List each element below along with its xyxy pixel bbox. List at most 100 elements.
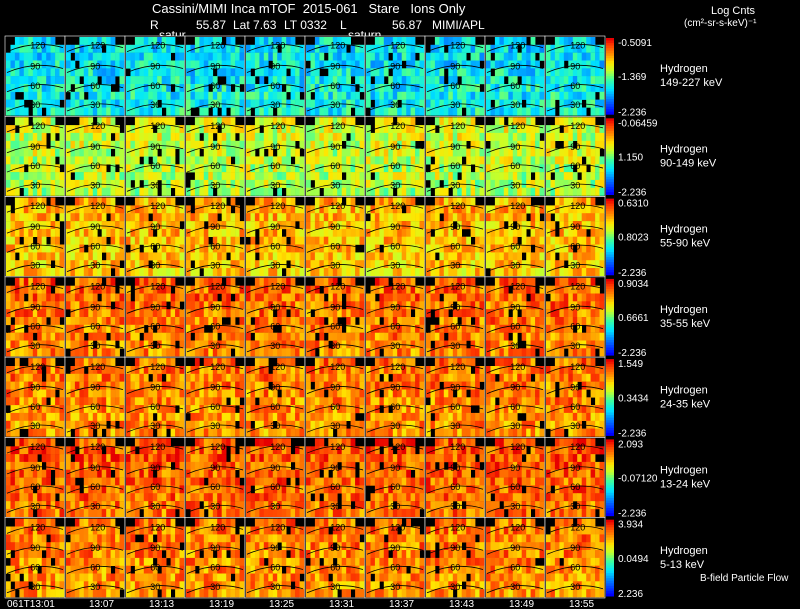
heat-cell <box>355 52 360 61</box>
heat-cell <box>448 317 454 326</box>
angle-contour <box>426 124 484 133</box>
angle-contour <box>546 244 604 253</box>
heat-cell <box>350 285 356 294</box>
heat-cell <box>535 260 540 269</box>
heat-cell <box>88 332 94 341</box>
heat-cell <box>401 132 407 141</box>
heat-cell <box>226 132 231 141</box>
heat-cell <box>590 148 596 157</box>
heat-cell <box>521 285 527 294</box>
heat-cell <box>490 340 496 349</box>
heat-cell <box>70 332 76 341</box>
heat-cell <box>268 172 274 181</box>
heat-cell <box>134 260 140 269</box>
heat-cell <box>508 317 514 326</box>
heat-cell <box>208 213 214 222</box>
heat-cell <box>299 340 305 349</box>
heat-cell <box>101 148 107 157</box>
heat-cell <box>55 268 60 277</box>
heat-cell <box>101 84 107 93</box>
heat-cell <box>397 301 402 310</box>
heat-cell <box>230 332 236 341</box>
info-l-label: L <box>340 18 347 32</box>
heat-cell <box>310 99 316 108</box>
heat-cell <box>66 236 71 245</box>
heat-cell <box>106 221 111 230</box>
heat-cell <box>286 228 291 237</box>
heat-cell <box>306 187 311 196</box>
heat-cell <box>139 293 145 302</box>
heat-cell <box>374 148 380 157</box>
heat-cell <box>186 293 191 302</box>
heat-cell <box>46 84 51 93</box>
heat-cell <box>286 132 291 141</box>
heat-cell <box>194 252 200 261</box>
heat-cell <box>323 285 329 294</box>
heat-cell <box>277 348 282 357</box>
heat-cell <box>199 317 205 326</box>
heat-cell <box>254 348 260 357</box>
heat-cell <box>461 213 467 222</box>
heat-cell <box>494 91 500 100</box>
heat-cell <box>599 179 605 188</box>
heat-cell <box>74 268 80 277</box>
heat-cell <box>106 117 111 126</box>
heat-cell <box>355 260 360 269</box>
heat-cell <box>212 91 218 100</box>
heat-cell <box>161 285 167 294</box>
heat-cell <box>106 68 111 77</box>
heat-cell <box>314 179 320 188</box>
heat-cell <box>401 76 407 85</box>
heat-cell <box>461 172 467 181</box>
angle-label: 30 <box>330 341 340 351</box>
heat-cell <box>70 244 76 253</box>
heat-cell <box>470 324 476 333</box>
heat-cell <box>281 148 287 157</box>
heat-cell <box>439 156 445 165</box>
heat-cell <box>157 348 162 357</box>
heat-cell <box>530 84 536 93</box>
heat-cell <box>226 324 231 333</box>
heat-cell <box>457 221 462 230</box>
heat-cell <box>443 156 449 165</box>
heat-cell <box>328 348 334 357</box>
heat-cell <box>503 236 509 245</box>
heat-cell <box>259 52 265 61</box>
heat-cell <box>66 221 71 230</box>
heat-cell <box>410 293 416 302</box>
angle-label: 30 <box>210 100 220 110</box>
heat-cell <box>259 309 265 318</box>
heat-cell <box>254 156 260 165</box>
heat-cell <box>310 244 316 253</box>
heat-cell <box>526 277 531 286</box>
heat-cell <box>259 268 265 277</box>
heat-cell <box>366 236 371 245</box>
heat-cell <box>203 205 209 214</box>
heat-cell <box>106 60 111 69</box>
heat-cell <box>299 285 305 294</box>
heat-cell <box>314 285 320 294</box>
angle-contour <box>486 183 544 192</box>
heat-cell <box>415 268 420 277</box>
heat-cell <box>521 84 527 93</box>
heat-cell <box>19 68 25 77</box>
angle-contour <box>186 44 244 53</box>
heat-cell <box>366 309 371 318</box>
heat-cell <box>203 68 209 77</box>
heat-cell <box>106 99 111 108</box>
heat-cell <box>126 179 131 188</box>
heat-cell <box>546 44 551 53</box>
heat-cell <box>10 213 16 222</box>
heat-cell <box>490 268 496 277</box>
heat-cell <box>350 205 356 214</box>
heat-cell <box>419 309 425 318</box>
heat-cell <box>517 221 522 230</box>
heat-cell <box>479 252 485 261</box>
heat-cell <box>383 197 389 206</box>
heat-cell <box>503 268 509 277</box>
heat-cell <box>148 179 154 188</box>
heat-cell <box>23 340 29 349</box>
heat-cell <box>526 252 531 261</box>
heat-cell <box>415 236 420 245</box>
heat-cell <box>263 205 269 214</box>
